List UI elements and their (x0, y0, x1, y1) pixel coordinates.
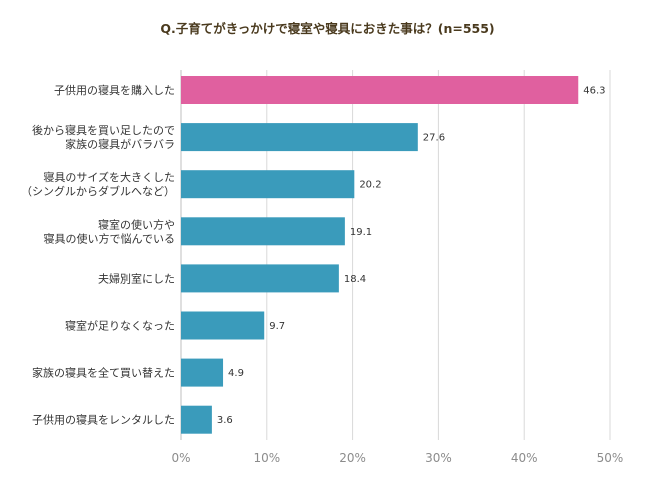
highlighted-bar (181, 76, 579, 104)
bar (181, 311, 265, 340)
category-label: 寝室の使い方や (98, 217, 175, 231)
value-label: 20.2 (359, 180, 381, 191)
x-tick-label: 10% (253, 451, 280, 465)
value-label: 9.7 (269, 321, 285, 332)
category-label: 夫婦別室にした (98, 271, 175, 285)
category-label: 寝具のサイズを大きくした (43, 170, 175, 184)
bar-layer (181, 76, 579, 434)
value-label: 46.3 (583, 86, 605, 97)
bar (181, 217, 345, 246)
category-label: 寝室が足りなくなった (65, 319, 175, 333)
bar (181, 170, 355, 199)
category-label: 家族の寝具がバラバラ (65, 137, 175, 151)
value-label: 4.9 (228, 368, 244, 379)
category-label: 寝具の使い方で悩んでいる (44, 231, 175, 245)
label-layer: 0% 10% 20% 30% 40% 50% 46.3 子供用の寝具を購入した 27.6 後から寝… (21, 83, 623, 465)
value-label: 18.4 (344, 274, 366, 285)
bar (181, 123, 418, 152)
x-tick-label: 30% (425, 451, 452, 465)
category-label: 子供用の寝具をレンタルした (32, 413, 175, 427)
x-tick-label: 20% (339, 451, 366, 465)
bar (181, 264, 339, 293)
bar (181, 405, 212, 434)
x-tick-label: 0% (171, 451, 190, 465)
x-tick-label: 50% (597, 451, 624, 465)
bar (181, 358, 224, 387)
category-label: （シングルからダブルへなど） (21, 184, 175, 198)
category-label: 家族の寝具を全て買い替えた (32, 366, 175, 380)
value-label: 3.6 (217, 415, 233, 426)
category-label: 後から寝具を買い足したので (32, 123, 175, 137)
x-tick-label: 40% (511, 451, 538, 465)
chart-title: Q.子育てがきっかけで寝室や寝具におきた事は？(n=555) (160, 21, 495, 36)
category-label: 子供用の寝具を購入した (54, 83, 175, 97)
value-label: 19.1 (350, 227, 372, 238)
value-label: 27.6 (423, 133, 445, 144)
